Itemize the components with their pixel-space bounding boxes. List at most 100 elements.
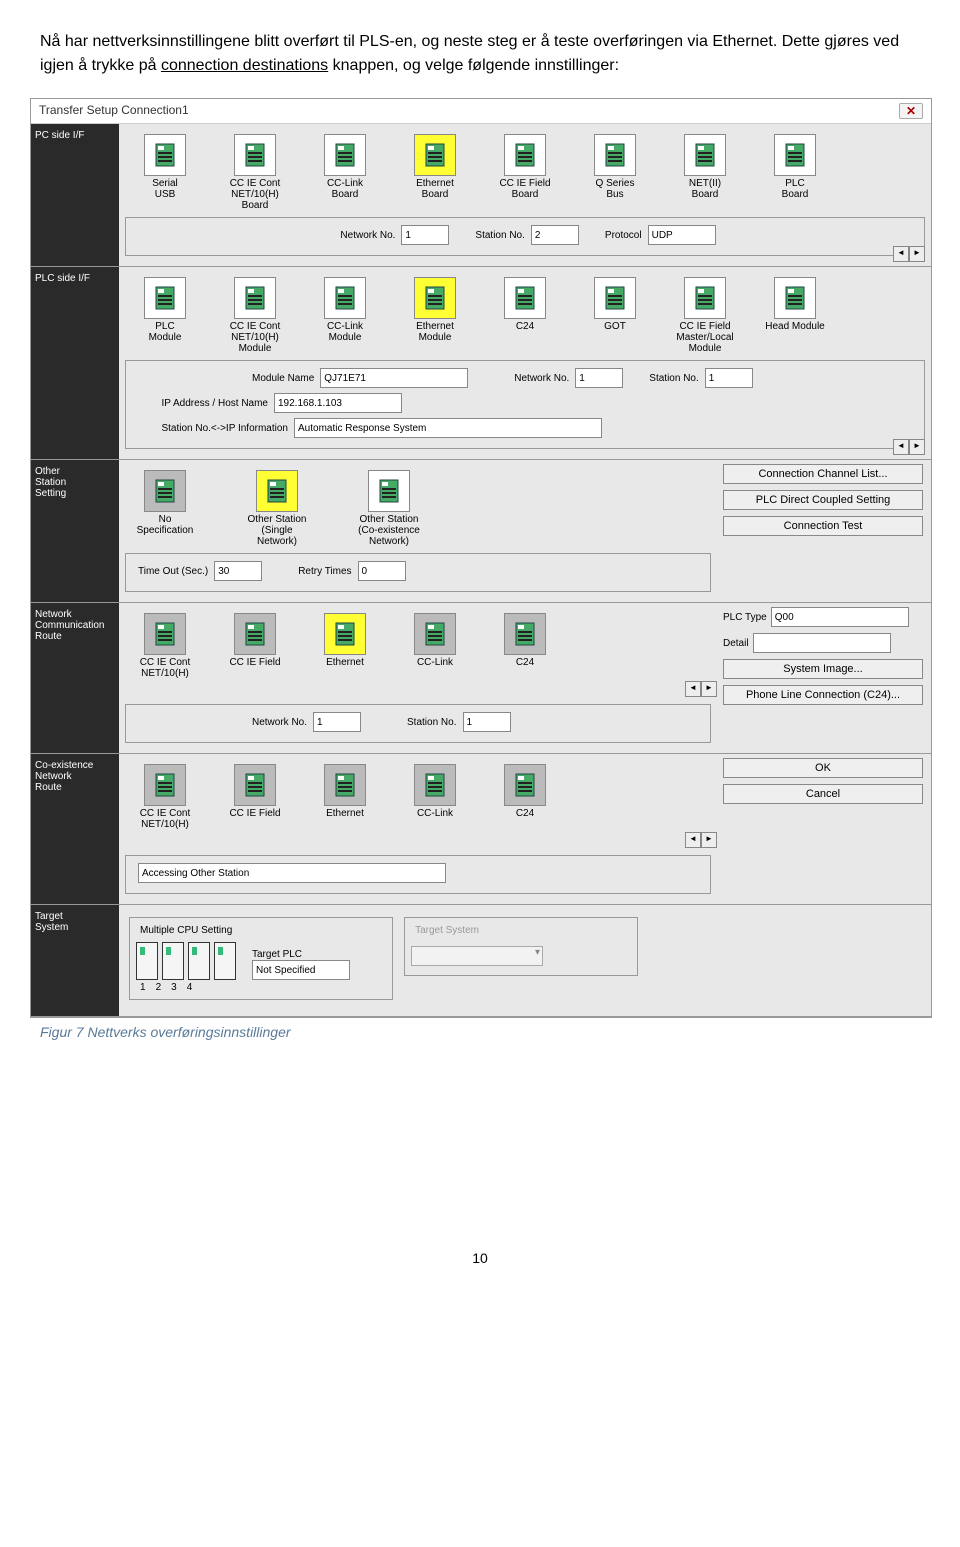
connection-channel-list-button[interactable]: Connection Channel List... <box>723 464 923 484</box>
q-series-bus[interactable]: Q SeriesBus <box>579 134 651 211</box>
detail-label: Detail <box>723 638 749 649</box>
other-station-single-icon[interactable] <box>256 470 298 512</box>
scroll-left-icon[interactable]: ◄ <box>685 681 701 697</box>
serial-usb[interactable]: SerialUSB <box>129 134 201 211</box>
cpu-num-4: 4 <box>187 982 193 993</box>
scroll-right-icon[interactable]: ► <box>701 681 717 697</box>
detail-field <box>753 633 891 653</box>
ethernet-module-icon[interactable] <box>414 277 456 319</box>
cc-ie-field-master-icon[interactable] <box>684 277 726 319</box>
page-number: 10 <box>0 1050 960 1306</box>
cc-ie-cont-net10h-mod-icon[interactable] <box>234 277 276 319</box>
c24-icon[interactable] <box>504 277 546 319</box>
other-station-single[interactable]: Other Station(Single Network) <box>241 470 313 547</box>
scroll-left-icon[interactable]: ◄ <box>893 439 909 455</box>
plc-board-icon[interactable] <box>774 134 816 176</box>
netii-board-icon[interactable] <box>684 134 726 176</box>
cpu-2-icon[interactable] <box>162 942 184 980</box>
c24-c[interactable]: C24 <box>489 764 561 830</box>
ethernet-r[interactable]: Ethernet <box>309 613 381 679</box>
cc-ie-field-master[interactable]: CC IE FieldMaster/LocalModule <box>669 277 741 354</box>
scroll-left-icon[interactable]: ◄ <box>685 832 701 848</box>
scroll-right-icon[interactable]: ► <box>909 246 925 262</box>
plc-station-no-label: Station No. <box>649 373 698 384</box>
ethernet-module[interactable]: EthernetModule <box>399 277 471 354</box>
q-series-bus-icon[interactable] <box>594 134 636 176</box>
station-ip-info-input[interactable] <box>294 418 602 438</box>
cc-ie-field-r[interactable]: CC IE Field <box>219 613 291 679</box>
multiple-cpu-title: Multiple CPU Setting <box>136 925 236 936</box>
cancel-button[interactable]: Cancel <box>723 784 923 804</box>
cc-link-c[interactable]: CC-Link <box>399 764 471 830</box>
netii-board[interactable]: NET(II)Board <box>669 134 741 211</box>
cc-ie-cont-net10h-c[interactable]: CC IE ContNET/10(H) <box>129 764 201 830</box>
no-specification[interactable]: No Specification <box>129 470 201 547</box>
c24-r[interactable]: C24 <box>489 613 561 679</box>
plc-direct-coupled-button[interactable]: PLC Direct Coupled Setting <box>723 490 923 510</box>
connection-test-button[interactable]: Connection Test <box>723 516 923 536</box>
plc-station-no-input[interactable] <box>705 368 753 388</box>
ethernet-c-icon[interactable] <box>324 764 366 806</box>
cc-ie-cont-net10h-r-icon[interactable] <box>144 613 186 655</box>
cc-ie-cont-net10h-icon[interactable] <box>234 134 276 176</box>
cc-ie-field-r-icon[interactable] <box>234 613 276 655</box>
cc-ie-cont-net10h[interactable]: CC IE ContNET/10(H)Board <box>219 134 291 211</box>
no-specification-icon[interactable] <box>144 470 186 512</box>
head-module[interactable]: Head Module <box>759 277 831 354</box>
cc-ie-field-c[interactable]: CC IE Field <box>219 764 291 830</box>
c24-c-icon[interactable] <box>504 764 546 806</box>
c24[interactable]: C24 <box>489 277 561 354</box>
ok-button[interactable]: OK <box>723 758 923 778</box>
plc-network-no-input[interactable] <box>575 368 623 388</box>
ethernet-c[interactable]: Ethernet <box>309 764 381 830</box>
nc-station-no-input[interactable] <box>463 712 511 732</box>
cpu-1-icon[interactable] <box>136 942 158 980</box>
ip-address-input[interactable] <box>274 393 402 413</box>
cc-ie-field-board[interactable]: CC IE FieldBoard <box>489 134 561 211</box>
cc-link-r-icon[interactable] <box>414 613 456 655</box>
got[interactable]: GOT <box>579 277 651 354</box>
pc-protocol-input[interactable] <box>648 225 716 245</box>
pc-station-no-label: Station No. <box>475 230 524 241</box>
system-image-button[interactable]: System Image... <box>723 659 923 679</box>
serial-usb-icon[interactable] <box>144 134 186 176</box>
c24-r-icon[interactable] <box>504 613 546 655</box>
got-icon[interactable] <box>594 277 636 319</box>
cc-link-module-icon[interactable] <box>324 277 366 319</box>
plc-module[interactable]: PLCModule <box>129 277 201 354</box>
cc-ie-field-c-icon[interactable] <box>234 764 276 806</box>
target-plc-field[interactable] <box>252 960 350 980</box>
scroll-right-icon[interactable]: ► <box>909 439 925 455</box>
cc-ie-field-board-icon[interactable] <box>504 134 546 176</box>
cc-link-module[interactable]: CC-LinkModule <box>309 277 381 354</box>
cpu-4-icon[interactable] <box>214 942 236 980</box>
scroll-left-icon[interactable]: ◄ <box>893 246 909 262</box>
ethernet-board[interactable]: EthernetBoard <box>399 134 471 211</box>
module-name-input[interactable] <box>320 368 468 388</box>
cc-ie-cont-net10h-c-icon[interactable] <box>144 764 186 806</box>
other-station-co-icon[interactable] <box>368 470 410 512</box>
phone-line-connection-button[interactable]: Phone Line Connection (C24)... <box>723 685 923 705</box>
other-station-co[interactable]: Other Station(Co-existence Network) <box>353 470 425 547</box>
cpu-3-icon[interactable] <box>188 942 210 980</box>
cc-link-c-icon[interactable] <box>414 764 456 806</box>
cc-link-board-icon[interactable] <box>324 134 366 176</box>
ethernet-r-icon[interactable] <box>324 613 366 655</box>
pc-station-no-input[interactable] <box>531 225 579 245</box>
cc-ie-cont-net10h-mod[interactable]: CC IE ContNET/10(H)Module <box>219 277 291 354</box>
ethernet-board-icon[interactable] <box>414 134 456 176</box>
cc-ie-cont-net10h-r[interactable]: CC IE ContNET/10(H) <box>129 613 201 679</box>
retry-input[interactable] <box>358 561 406 581</box>
timeout-input[interactable] <box>214 561 262 581</box>
intro-text-b: knappen, og velge følgende innstillinger… <box>333 57 619 74</box>
cc-link-r[interactable]: CC-Link <box>399 613 471 679</box>
head-module-icon[interactable] <box>774 277 816 319</box>
pc-network-no-input[interactable] <box>401 225 449 245</box>
connection-destinations-link[interactable]: connection destinations <box>161 57 328 74</box>
nc-network-no-input[interactable] <box>313 712 361 732</box>
plc-board[interactable]: PLCBoard <box>759 134 831 211</box>
cc-link-board[interactable]: CC-LinkBoard <box>309 134 381 211</box>
close-icon[interactable]: ✕ <box>899 103 923 119</box>
scroll-right-icon[interactable]: ► <box>701 832 717 848</box>
plc-module-icon[interactable] <box>144 277 186 319</box>
